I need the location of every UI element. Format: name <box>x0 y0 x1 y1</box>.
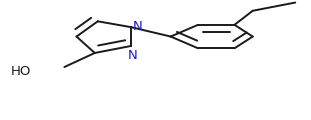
Text: N: N <box>127 49 137 62</box>
Text: HO: HO <box>11 65 31 78</box>
Text: N: N <box>133 20 143 33</box>
